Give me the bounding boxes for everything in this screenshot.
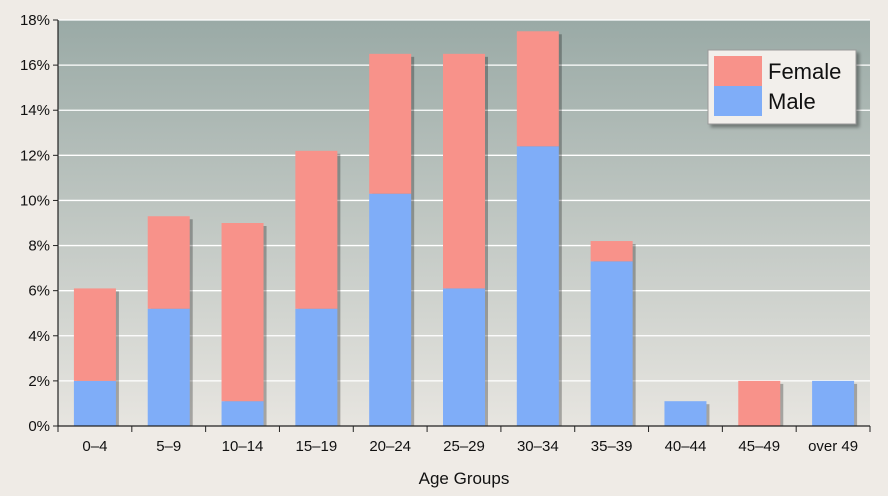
x-tick-label: 5–9 <box>156 438 181 455</box>
bar-female-segment <box>147 216 190 309</box>
bar-female-segment <box>516 31 559 147</box>
x-tick-label: 45–49 <box>738 438 780 455</box>
y-tick-label: 10% <box>20 192 50 209</box>
axes <box>57 20 870 427</box>
bar-male-segment <box>369 193 412 426</box>
bar-female-segment <box>73 288 116 381</box>
x-tick-label: 20–24 <box>369 438 411 455</box>
y-tick-label: 0% <box>28 418 50 435</box>
bar-male-segment <box>295 308 338 426</box>
bar-female-segment <box>590 241 633 262</box>
legend: Female Male <box>707 49 857 125</box>
bar-male-segment <box>664 401 707 426</box>
y-tick-label: 18% <box>20 12 50 29</box>
y-tick-label: 8% <box>28 238 50 255</box>
legend-label-male: Male <box>768 89 816 114</box>
x-tick-label: 10–14 <box>222 438 264 455</box>
x-tick-label: 40–44 <box>665 438 707 455</box>
bar-male-segment <box>590 261 633 426</box>
x-tick-label: 35–39 <box>591 438 633 455</box>
legend-label-female: Female <box>768 59 841 84</box>
x-axis-title: Age Groups <box>419 469 510 488</box>
bar-female-segment <box>295 150 338 309</box>
bar-male-segment <box>812 380 855 426</box>
bar-female-segment <box>369 53 412 194</box>
y-tick-label: 12% <box>20 147 50 164</box>
bar-female-segment <box>221 223 264 402</box>
x-axis-ticks: 0–4 5–9 10–14 15–19 20–24 25–29 30–34 35–39 40–4… <box>57 426 871 455</box>
bar-male-segment <box>516 146 559 427</box>
x-tick-label: 15–19 <box>296 438 338 455</box>
y-tick-label: 14% <box>20 102 50 119</box>
y-tick-label: 16% <box>20 57 50 74</box>
legend-swatch-female <box>714 56 762 86</box>
bar-female-segment <box>738 380 781 426</box>
bar-female-segment <box>443 53 485 289</box>
bars <box>73 31 858 427</box>
y-tick-label: 4% <box>28 328 50 345</box>
x-tick-label: over 49 <box>808 438 858 455</box>
x-tick-label: 25–29 <box>443 438 485 455</box>
bar-male-segment <box>73 380 116 426</box>
x-tick-label: 30–34 <box>517 438 559 455</box>
bar-male-segment <box>443 288 485 426</box>
y-axis-ticks: 0% 2% 4% 6% 8% 10% 12% 14% 16% 18% <box>20 12 58 435</box>
x-tick-label: 0–4 <box>82 438 107 455</box>
y-tick-label: 2% <box>28 373 50 390</box>
bar-male-segment <box>221 401 264 426</box>
bar-male-segment <box>147 308 190 426</box>
y-tick-label: 6% <box>28 283 50 300</box>
legend-swatch-male <box>714 86 762 116</box>
